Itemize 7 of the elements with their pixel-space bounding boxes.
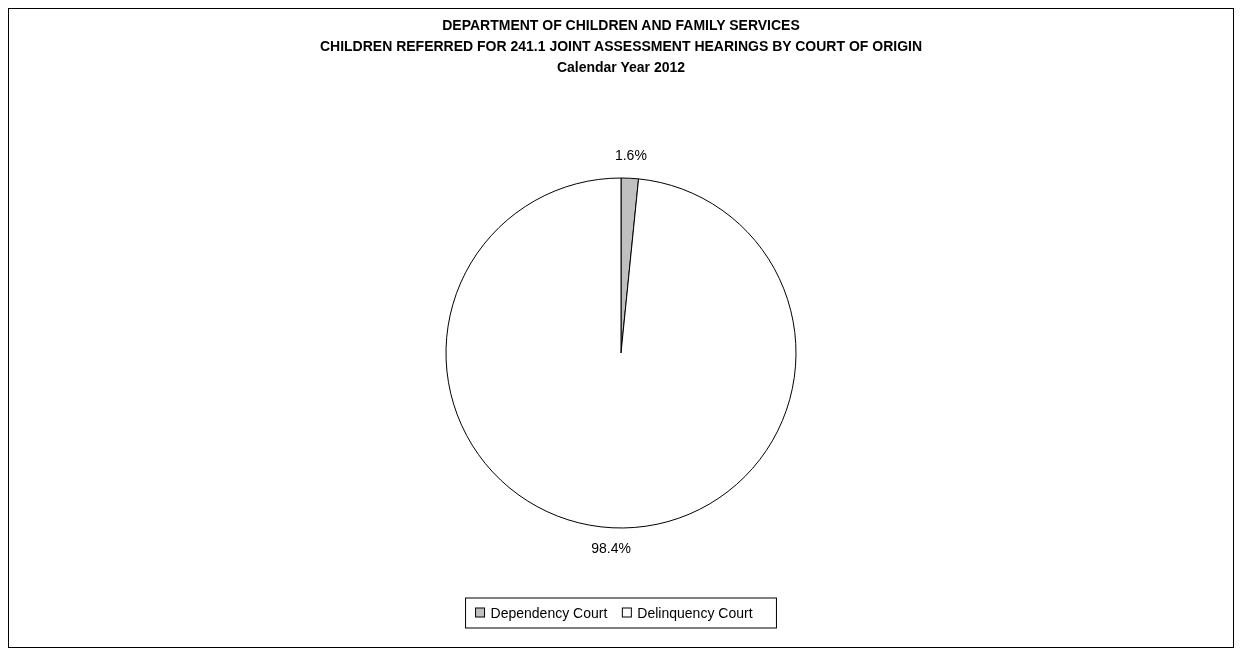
chart-subtitle: Calendar Year 2012 xyxy=(556,59,686,75)
legend-label: Dependency Court xyxy=(490,604,608,621)
data-label: 1.6% xyxy=(614,146,647,163)
data-label: 98.4% xyxy=(591,540,631,557)
legend-label: Delinquency Court xyxy=(637,604,753,621)
chart-title: DEPARTMENT OF CHILDREN AND FAMILY SERVICES CHILDREN REFERRED FOR 241.1 JOINT ASSESSMENT HEARINGS BY COURT OF ORIGIN xyxy=(319,17,923,54)
pie-slice xyxy=(445,177,797,529)
